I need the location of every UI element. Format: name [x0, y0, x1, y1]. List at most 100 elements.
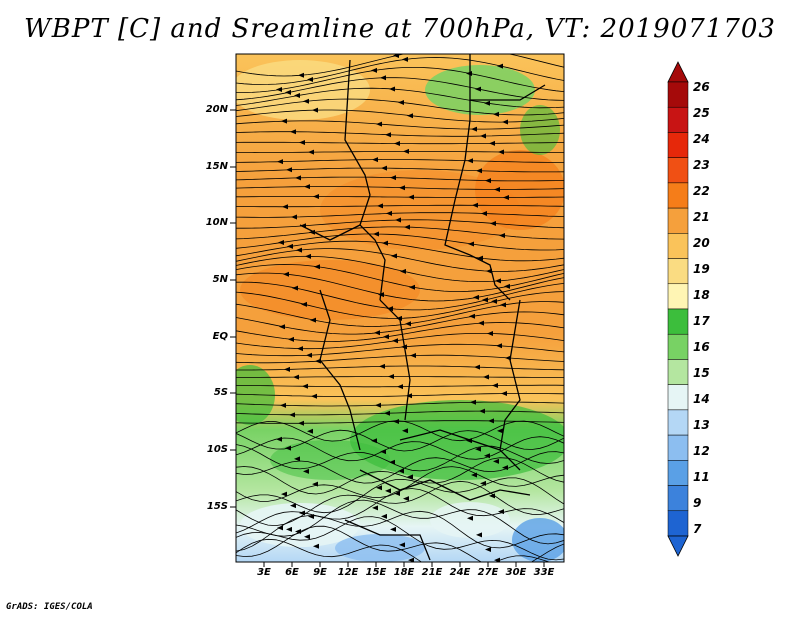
- streamline-arrow: [308, 514, 314, 520]
- streamline-arrow: [477, 255, 483, 261]
- streamline-arrow: [388, 374, 394, 380]
- streamline-arrow: [393, 418, 399, 424]
- streamline: [236, 226, 564, 240]
- streamline-arrow: [402, 428, 408, 434]
- streamline-arrow: [481, 211, 487, 217]
- colorbar-cell: [667, 510, 689, 537]
- streamline-arrow: [295, 529, 301, 535]
- streamline-arrow: [399, 542, 405, 548]
- streamline: [236, 176, 564, 182]
- streamline-arrow: [470, 399, 476, 405]
- streamline-arrow: [374, 330, 380, 336]
- streamline-arrow: [385, 132, 391, 138]
- colorbar-cell: [667, 207, 689, 234]
- streamline-arrow: [313, 543, 319, 549]
- streamline-arrow: [496, 343, 502, 349]
- streamline: [236, 538, 551, 562]
- streamline-arrow: [313, 193, 319, 199]
- streamline-arrow: [299, 510, 305, 516]
- colorbar-cell: [667, 359, 689, 385]
- colorbar-cell: [667, 409, 689, 436]
- streamline-arrow: [466, 438, 472, 444]
- streamline-arrow: [376, 485, 382, 491]
- lat-label-5s: 5S: [213, 387, 228, 398]
- colorbar-label-24: 24: [693, 132, 710, 146]
- streamline-arrow: [293, 374, 299, 380]
- streamline-arrow: [479, 408, 485, 414]
- streamline-arrow: [487, 330, 493, 336]
- streamline-arrow: [304, 184, 310, 190]
- colorbar-label-9: 9: [693, 496, 702, 510]
- colorbar-cell: [667, 308, 689, 335]
- streamline-arrow: [502, 119, 508, 125]
- streamline-arrow: [307, 77, 313, 83]
- streamline: [236, 151, 564, 153]
- colorbar-label-12: 12: [693, 444, 710, 458]
- lon-label-9e: 9E: [313, 567, 327, 578]
- lat-label-eq: EQ: [212, 331, 228, 342]
- streamline-arrow: [488, 418, 494, 424]
- streamline-arrow: [310, 317, 316, 323]
- streamline-arrow: [281, 118, 287, 124]
- streamline-arrow: [405, 321, 411, 327]
- streamline: [236, 87, 564, 109]
- streamline: [236, 196, 564, 198]
- streamline-arrow: [302, 383, 308, 389]
- streamline-arrow: [379, 363, 385, 369]
- streamline-arrow: [290, 503, 296, 509]
- streamline-arrow: [294, 93, 300, 99]
- streamline-arrow: [308, 149, 314, 155]
- streamline: [236, 248, 564, 272]
- streamline-arrow: [394, 141, 400, 147]
- streamline-arrow: [385, 488, 391, 494]
- streamline-arrow: [485, 178, 491, 184]
- streamline-arrow: [307, 428, 313, 434]
- colorbar-cell: [667, 283, 689, 310]
- lon-label-15e: 15E: [365, 567, 387, 578]
- streamline-arrow: [277, 159, 283, 165]
- streamline-arrow: [491, 298, 497, 304]
- streamline: [236, 420, 564, 442]
- streamline-arrow: [392, 338, 398, 344]
- streamline-arrow: [285, 89, 291, 95]
- streamline-arrow: [312, 481, 318, 487]
- colorbar-max-triangle: [667, 61, 689, 83]
- streamline-arrow: [473, 294, 479, 300]
- colorbar-cell: [667, 233, 689, 259]
- streamline-arrow: [492, 383, 498, 389]
- streamline-arrow: [502, 465, 508, 471]
- streamline-arrow: [497, 63, 503, 69]
- streamline-arrow: [480, 480, 486, 486]
- streamline: [236, 212, 564, 218]
- streamline-arrow: [389, 459, 395, 465]
- streamline-arrow: [476, 532, 482, 538]
- streamline-arrow: [407, 113, 413, 119]
- streamline-arrow: [494, 186, 500, 192]
- streamline-arrow: [277, 525, 283, 531]
- streamline: [236, 444, 564, 472]
- streamline-arrow: [399, 185, 405, 191]
- streamline-arrow: [382, 240, 388, 246]
- streamline: [236, 233, 564, 251]
- lon-label-24e: 24E: [449, 567, 471, 578]
- streamline-arrow: [499, 233, 505, 239]
- streamline-arrow: [296, 247, 302, 253]
- streamline-arrow: [406, 393, 412, 399]
- streamline-arrow: [393, 54, 399, 58]
- streamline: [236, 499, 564, 545]
- streamline-arrow: [471, 472, 477, 478]
- streamline-arrow: [495, 278, 501, 284]
- lon-label-6e: 6E: [285, 567, 299, 578]
- colorbar-label-26: 26: [693, 80, 710, 94]
- streamline-arrow: [494, 557, 500, 562]
- streamline-arrow: [498, 149, 504, 155]
- lat-label-10n: 10N: [205, 217, 228, 228]
- streamline: [236, 365, 564, 371]
- colorbar-cell: [667, 132, 689, 158]
- streamline-arrow: [286, 167, 292, 173]
- streamline-arrow: [501, 391, 507, 397]
- streamline-arrow: [409, 284, 415, 290]
- colorbar-label-23: 23: [693, 158, 710, 172]
- streamline-arrow: [288, 336, 294, 342]
- streamline-arrow: [471, 126, 477, 132]
